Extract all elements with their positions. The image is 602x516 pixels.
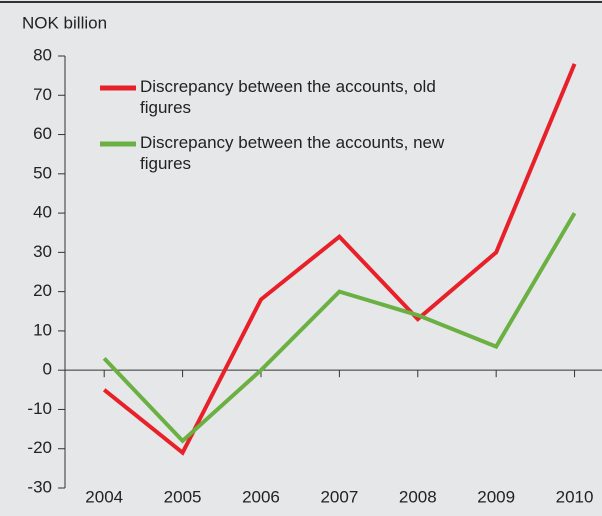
data-line	[102, 212, 577, 444]
y-tick-label: 30	[33, 242, 52, 261]
x-tick-label: 2009	[477, 487, 515, 506]
y-axis-label: NOK billion	[22, 13, 107, 32]
x-tick-label: 2008	[399, 487, 437, 506]
legend-label: Discrepancy between the accounts, old fi…	[140, 77, 436, 117]
x-tick-label: 2007	[320, 487, 358, 506]
x-tick-label: 2010	[556, 487, 594, 506]
x-tick-label: 2006	[242, 487, 280, 506]
y-tick-label: 20	[33, 281, 52, 300]
y-tick-label: 0	[43, 360, 52, 379]
x-tick-label: 2005	[164, 487, 202, 506]
y-tick-label: 70	[33, 85, 52, 104]
y-tick-label: -10	[27, 399, 52, 418]
legend-label: Discrepancy between the accounts, new fi…	[140, 133, 445, 173]
x-tick-label: 2004	[85, 487, 123, 506]
y-tick-label: 40	[33, 203, 52, 222]
data-line	[102, 63, 577, 456]
y-tick-label: -30	[27, 477, 52, 496]
y-tick-label: 50	[33, 163, 52, 182]
y-tick-label: 80	[33, 45, 52, 64]
y-tick-label: 60	[33, 124, 52, 143]
y-tick-label: -20	[27, 438, 52, 457]
y-tick-label: 10	[33, 320, 52, 339]
